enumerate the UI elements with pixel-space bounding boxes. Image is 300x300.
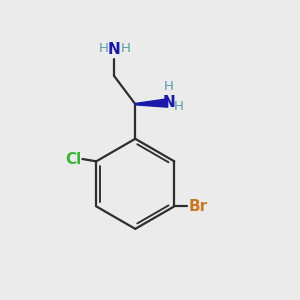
Text: H: H [121,42,130,55]
Text: H: H [164,80,174,93]
Text: N: N [108,42,121,57]
Text: H: H [174,100,184,113]
Text: N: N [162,95,175,110]
Text: Br: Br [188,199,207,214]
Polygon shape [135,99,168,107]
Text: Cl: Cl [65,152,81,166]
Text: H: H [98,42,108,55]
